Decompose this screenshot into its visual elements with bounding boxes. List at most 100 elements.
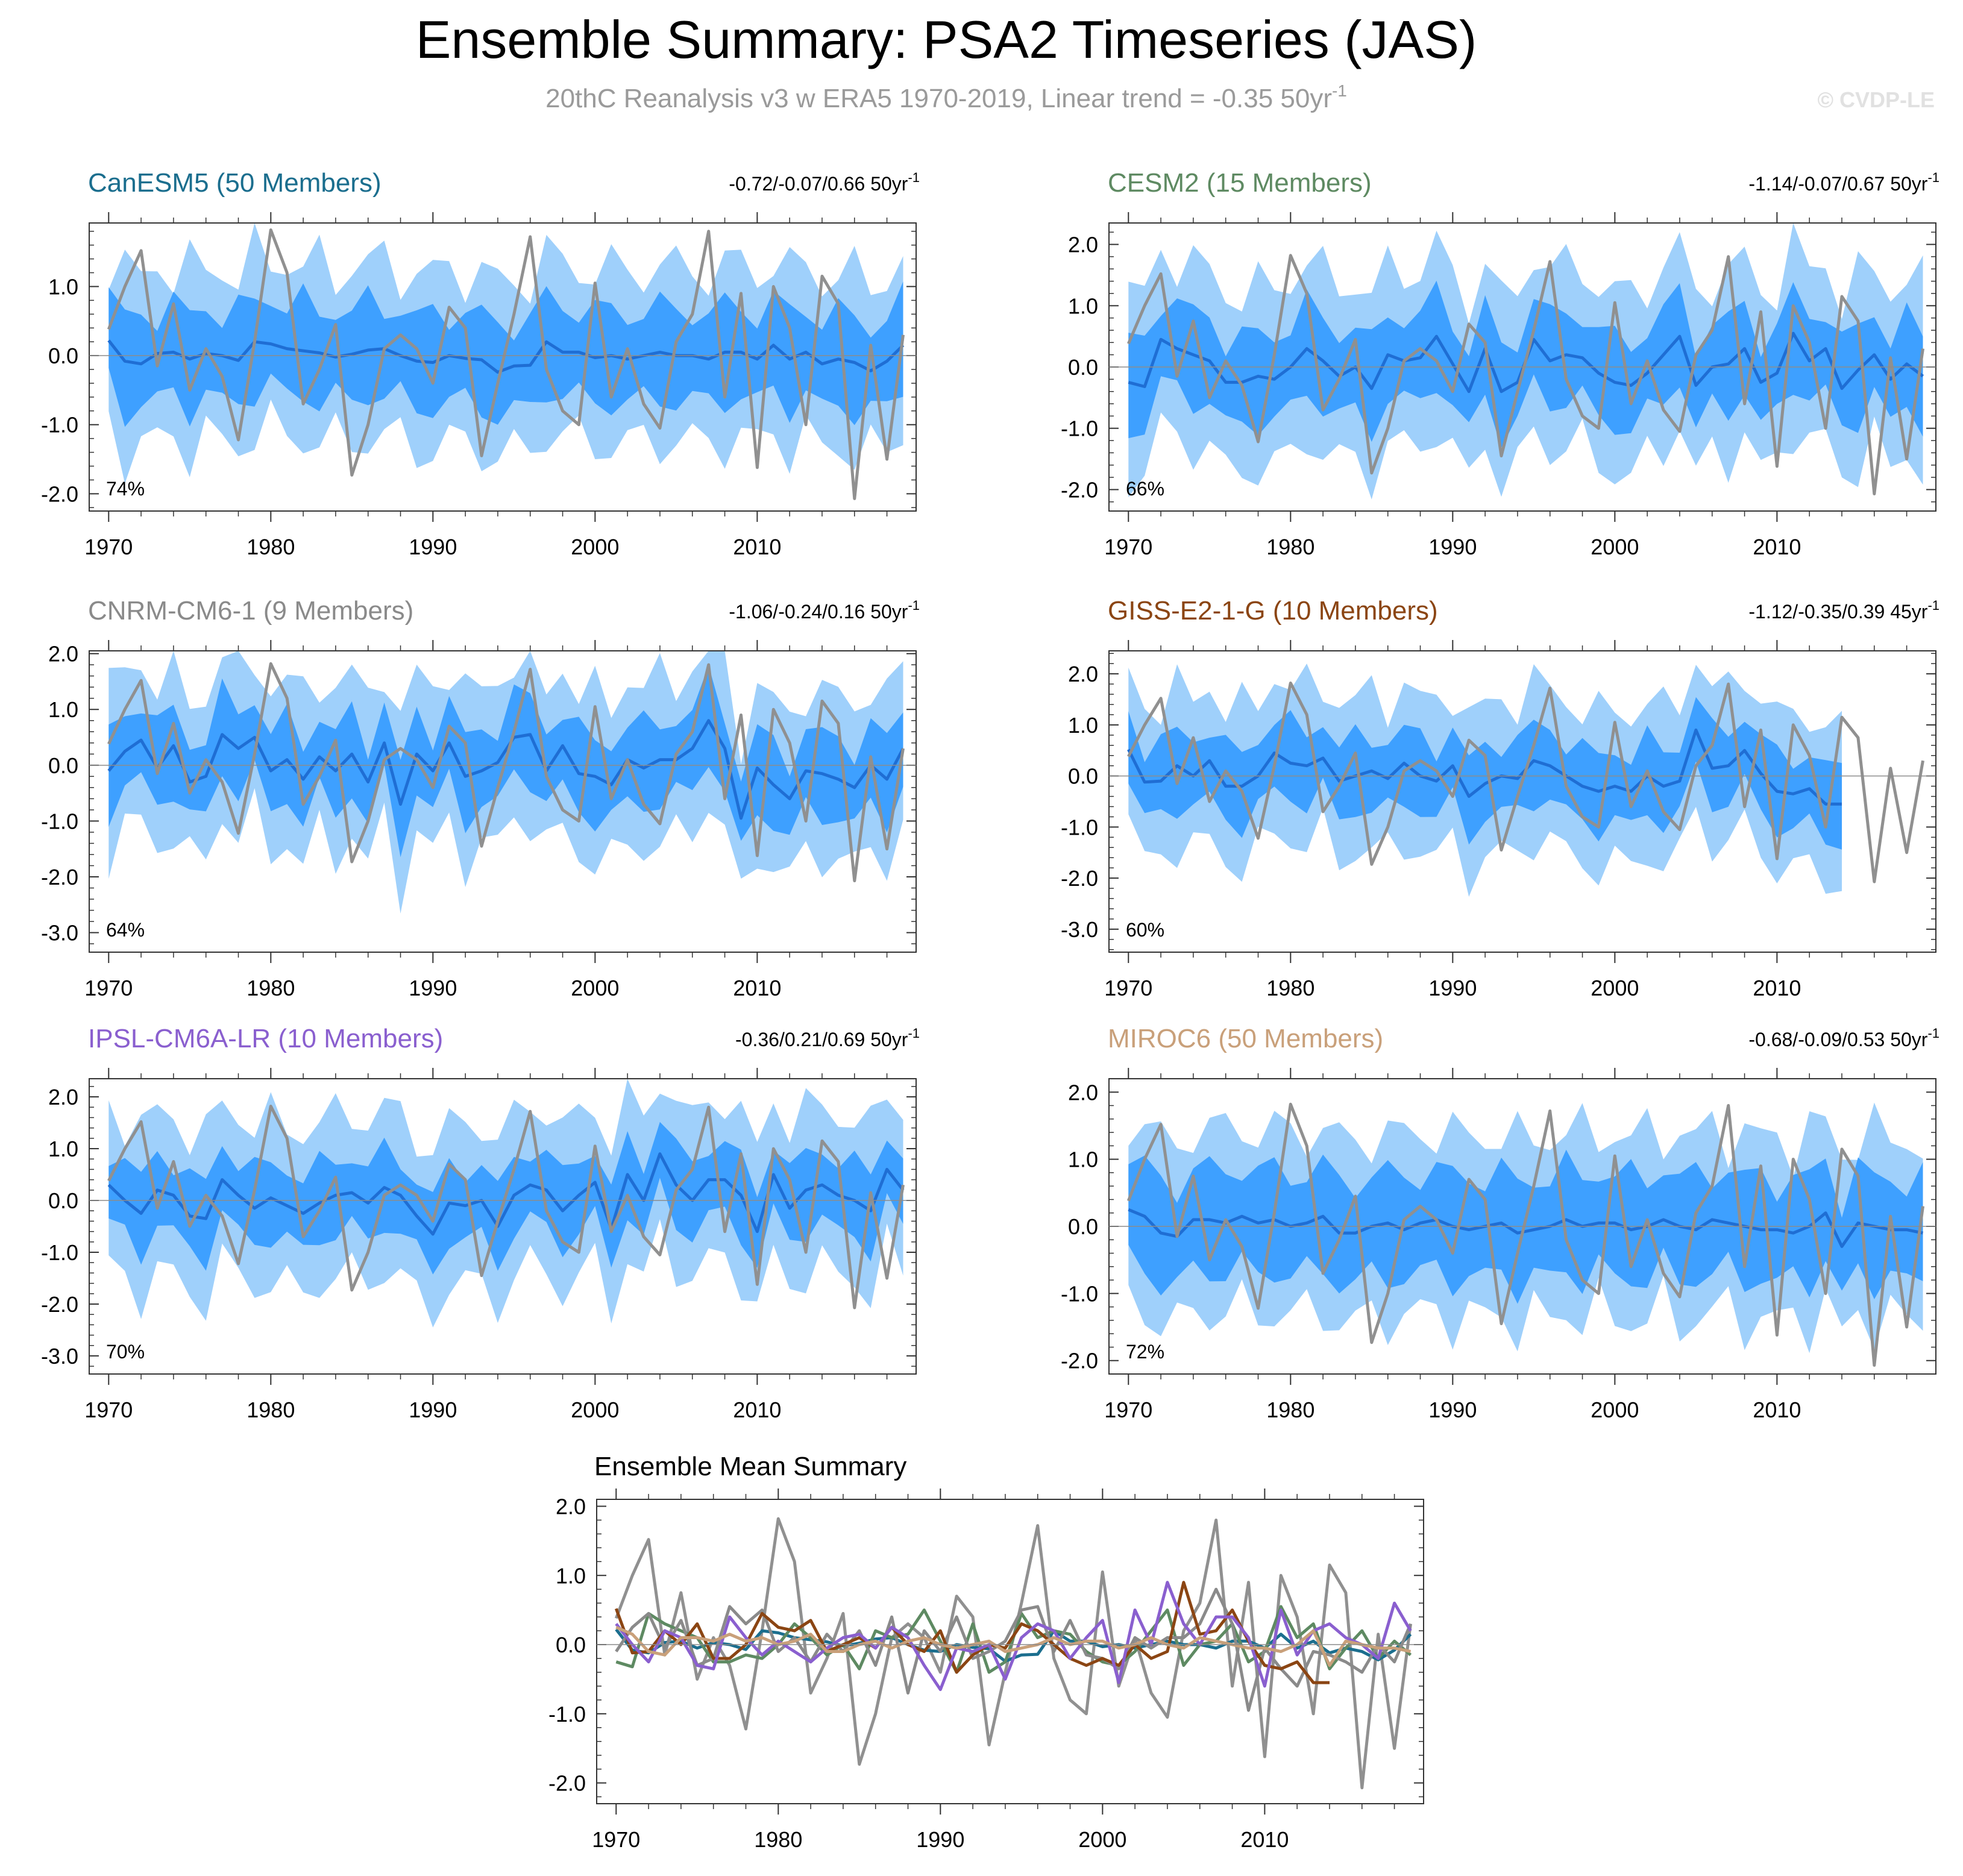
panel-cesm2: CESM2 (15 Members) -1.14/-0.07/0.67 50yr-… xyxy=(1108,168,1939,500)
summary-plot-frame xyxy=(596,1499,1424,1804)
panel-ipsl-trend-label: -0.36/0.21/0.69 50yr-1 xyxy=(735,1026,920,1050)
panel-giss-trend-value: -1.12/-0.35/0.39 45yr xyxy=(1748,601,1927,623)
panel-giss-axes: -3.0 -2.0 -1.0 0.0 1.0 2.0 1970 1980 1990 2000 201… xyxy=(1061,640,1936,1000)
summary-mean-line-cnrm xyxy=(615,1587,1412,1712)
panel-canesm5-xtick-label: 1970 xyxy=(84,535,133,559)
summary-xtick-label: 2010 xyxy=(1240,1827,1289,1852)
panel-canesm5-plot-frame xyxy=(89,222,917,512)
summary-title: Ensemble Mean Summary xyxy=(594,1452,906,1481)
figure-subtitle: 20thC Reanalysis v3 w ERA5 1970-2019, Li… xyxy=(545,81,1347,113)
panel-miroc6: MIROC6 (50 Members) -0.68/-0.09/0.53 50yr… xyxy=(1108,1024,1939,1367)
panel-ipsl-xtick-label: 1980 xyxy=(247,1398,295,1422)
panel-ipsl-xtick-label: 1970 xyxy=(84,1398,133,1422)
panel-canesm5-ytick-label: 0.0 xyxy=(48,344,78,368)
summary-ytick-label: -2.0 xyxy=(548,1771,586,1796)
panel-giss-xtick-label: 2010 xyxy=(1753,976,1801,1000)
panel-miroc6-trend-value: -0.68/-0.09/0.53 50yr xyxy=(1748,1029,1927,1050)
panel-miroc6-xtick-label: 2000 xyxy=(1591,1398,1639,1422)
panel-ipsl-ytick-label: -3.0 xyxy=(41,1344,78,1369)
panel-giss-percent-label: 60% xyxy=(1126,919,1164,941)
panel-ipsl-observed-line xyxy=(107,1105,905,1310)
panel-giss-ytick-label: 1.0 xyxy=(1068,713,1098,738)
panel-cesm2-xtick-label: 2010 xyxy=(1753,535,1801,559)
panel-ipsl-ytick-label: 2.0 xyxy=(48,1085,78,1109)
panel-ipsl-ensemble-mean-line xyxy=(107,1152,905,1236)
panel-cnrm-ytick-label: 0.0 xyxy=(48,753,78,778)
summary-xtick-label: 1990 xyxy=(916,1827,964,1852)
panel-canesm5-ensemble-mean-line xyxy=(107,339,905,374)
panel-cnrm-observed-line xyxy=(107,662,905,882)
panel-giss: GISS-E2-1-G (10 Members) -1.12/-0.35/0.39… xyxy=(1108,596,1939,941)
panel-cesm2-ytick-label: 2.0 xyxy=(1068,233,1098,257)
panel-canesm5-axes: -2.0 -1.0 0.0 1.0 1970 1980 1990 2000 2010 xyxy=(41,212,917,559)
watermark: © CVDP-LE xyxy=(1817,87,1935,112)
panel-cesm2-xtick-label: 1980 xyxy=(1266,535,1314,559)
panel-cnrm-trend-label: -1.06/-0.24/0.16 50yr-1 xyxy=(729,598,920,623)
panel-miroc6-ensemble-mean-line xyxy=(1128,1208,1924,1248)
panel-cnrm-xtick-label: 1990 xyxy=(409,976,457,1000)
panel-miroc6-observed-line xyxy=(1126,1102,1924,1367)
panel-cnrm-xtick-label: 1980 xyxy=(247,976,295,1000)
panel-cnrm-ytick-label: 1.0 xyxy=(48,697,78,722)
panel-ipsl-plot-frame xyxy=(89,1078,917,1375)
panel-canesm5-xtick-label: 2010 xyxy=(733,535,781,559)
panel-ipsl-ytick-label: -2.0 xyxy=(41,1292,78,1317)
panel-miroc6-ytick-label: 2.0 xyxy=(1068,1080,1098,1105)
panel-cnrm-ytick-label: -2.0 xyxy=(41,865,78,889)
panel-miroc6-ytick-label: 0.0 xyxy=(1068,1214,1098,1239)
panel-giss-ytick-label: -1.0 xyxy=(1061,815,1098,839)
panel-cesm2-ytick-label: 0.0 xyxy=(1068,355,1098,380)
summary-xtick-label: 1970 xyxy=(592,1827,640,1852)
panel-cnrm-ytick-label: 2.0 xyxy=(48,642,78,667)
panel-miroc6-ytick-label: 1.0 xyxy=(1068,1147,1098,1172)
panel-cesm2-xtick-label: 1970 xyxy=(1104,535,1152,559)
summary-ytick-label: 1.0 xyxy=(556,1563,586,1588)
summary-xtick-label: 1980 xyxy=(754,1827,802,1852)
panel-miroc6-xtick-label: 1980 xyxy=(1266,1398,1314,1422)
summary-ytick-label: 2.0 xyxy=(556,1494,586,1519)
panel-giss-plot-frame xyxy=(1108,650,1936,953)
panel-cnrm-xtick-label: 2010 xyxy=(733,976,781,1000)
panel-miroc6-ytick-label: -1.0 xyxy=(1061,1281,1098,1306)
panel-cnrm-trend-value: -1.06/-0.24/0.16 50yr xyxy=(729,601,908,623)
panel-cnrm: CNRM-CM6-1 (9 Members) -1.06/-0.24/0.16 5… xyxy=(88,596,920,941)
panel-canesm5-xtick-label: 1990 xyxy=(409,535,457,559)
panel-giss-title: GISS-E2-1-G (10 Members) xyxy=(1108,596,1438,626)
panel-ipsl-ytick-label: -1.0 xyxy=(41,1240,78,1265)
panel-giss-ytick-label: 2.0 xyxy=(1068,662,1098,686)
panel-cesm2-trend-value: -1.14/-0.07/0.67 50yr xyxy=(1748,173,1927,195)
panel-giss-ytick-label: 0.0 xyxy=(1068,764,1098,789)
panel-ipsl-ytick-label: 1.0 xyxy=(48,1137,78,1161)
panel-giss-xtick-label: 1990 xyxy=(1428,976,1477,1000)
panel-cesm2-title: CESM2 (15 Members) xyxy=(1108,168,1372,198)
panel-cesm2-ytick-label: -2.0 xyxy=(1061,477,1098,502)
panel-ipsl-axes: -3.0 -2.0 -1.0 0.0 1.0 2.0 1970 1980 1990 2000 201… xyxy=(41,1068,917,1422)
panel-ipsl-xtick-label: 2000 xyxy=(571,1398,619,1422)
panel-canesm5-xtick-label: 1980 xyxy=(247,535,295,559)
panel-miroc6-trend-sup: -1 xyxy=(1927,1026,1939,1041)
panel-canesm5-trend-value: -0.72/-0.07/0.66 50yr xyxy=(729,173,908,195)
panel-ipsl-trend-sup: -1 xyxy=(908,1026,920,1041)
panel-cesm2-trend-sup: -1 xyxy=(1927,170,1939,185)
summary-xtick-label: 2000 xyxy=(1078,1827,1126,1852)
panel-giss-ytick-label: -2.0 xyxy=(1061,866,1098,891)
panel-cesm2-xtick-label: 2000 xyxy=(1591,535,1639,559)
panel-canesm5-observed-line xyxy=(107,228,905,500)
panel-miroc6-percent-label: 72% xyxy=(1126,1341,1164,1363)
summary-ytick-label: 0.0 xyxy=(556,1633,586,1657)
panel-cnrm-title: CNRM-CM6-1 (9 Members) xyxy=(88,596,413,626)
panel-canesm5-percent-label: 74% xyxy=(106,478,145,500)
panel-miroc6-title: MIROC6 (50 Members) xyxy=(1108,1024,1383,1053)
panel-giss-xtick-label: 2000 xyxy=(1591,976,1639,1000)
panel-canesm5-trend-sup: -1 xyxy=(908,170,920,185)
panel-cnrm-plot-frame xyxy=(89,650,917,953)
panel-canesm5-trend-label: -0.72/-0.07/0.66 50yr-1 xyxy=(729,170,920,195)
panel-cesm2-ytick-label: -1.0 xyxy=(1061,416,1098,441)
panel-canesm5: CanESM5 (50 Members) -0.72/-0.07/0.66 50y… xyxy=(88,168,920,500)
panel-cnrm-trend-sup: -1 xyxy=(908,598,920,613)
panel-giss-trend-sup: -1 xyxy=(1927,598,1939,613)
panel-cnrm-xtick-label: 2000 xyxy=(571,976,619,1000)
panel-ipsl-xtick-label: 2010 xyxy=(733,1398,781,1422)
panel-canesm5-ytick-label: -1.0 xyxy=(41,413,78,438)
panel-giss-xtick-label: 1970 xyxy=(1104,976,1152,1000)
